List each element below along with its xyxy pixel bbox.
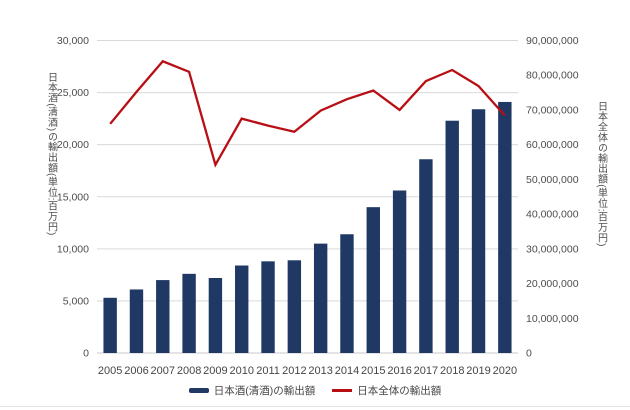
right-axis-tick-label: 70,000,000 <box>526 104 579 116</box>
right-axis-tick-label: 0 <box>526 348 532 360</box>
bar-2017 <box>419 159 433 353</box>
bar-2016 <box>392 190 407 353</box>
legend: 日本酒(清酒)の輸出額 日本全体の輸出額 <box>0 383 630 398</box>
x-axis-label-2013: 2013 <box>308 365 332 377</box>
bar-2010 <box>235 265 249 353</box>
bar-2015 <box>366 207 380 353</box>
bar-2009 <box>208 278 223 353</box>
x-axis-label-2012: 2012 <box>282 365 306 377</box>
left-axis-tick-label: 15,000 <box>57 191 89 203</box>
left-axis-tick-label: 20,000 <box>57 139 89 151</box>
x-axis-label-2006: 2006 <box>124 365 148 377</box>
legend-item-sake: 日本酒(清酒)の輸出額 <box>188 383 316 398</box>
bar-2020 <box>498 101 512 353</box>
bar-2012 <box>287 260 302 353</box>
x-axis-label-2009: 2009 <box>203 365 227 377</box>
bar-2007 <box>156 280 170 353</box>
x-axis-label-2005: 2005 <box>98 365 122 377</box>
x-axis-label-2011: 2011 <box>256 365 280 377</box>
bar-series-swatch-icon <box>188 388 209 393</box>
x-axis-label-2019: 2019 <box>466 365 490 377</box>
x-axis-label-2007: 2007 <box>151 365 175 377</box>
right-axis-tick-label: 80,000,000 <box>526 70 579 82</box>
total-exports-line <box>109 59 506 168</box>
bar-2018 <box>445 120 459 353</box>
right-axis-tick-label: 90,000,000 <box>526 35 579 47</box>
x-axis-label-2008: 2008 <box>177 365 201 377</box>
left-axis-tick-label: 5,000 <box>63 295 89 307</box>
bar-2008 <box>182 273 196 353</box>
line-series-swatch-icon <box>332 389 353 392</box>
bar-2014 <box>340 234 354 353</box>
bar-2019 <box>471 109 486 353</box>
legend-item-total: 日本全体の輸出額 <box>332 383 441 398</box>
right-axis-tick-label: 10,000,000 <box>526 313 579 325</box>
right-axis-tick-label: 20,000,000 <box>526 278 579 290</box>
bar-2011 <box>261 261 275 353</box>
x-axis-label-2020: 2020 <box>493 365 517 377</box>
x-axis-label-2010: 2010 <box>229 365 253 377</box>
legend-label-sake: 日本酒(清酒)の輸出額 <box>213 385 316 397</box>
right-axis-tick-label: 40,000,000 <box>526 209 579 221</box>
right-axis-title: 日本全体の輸出額(単位:百万円) <box>595 101 607 247</box>
bar-2013 <box>313 243 328 353</box>
bottom-separator <box>0 406 630 407</box>
left-axis-tick-label: 10,000 <box>57 243 89 255</box>
left-axis-title: 日本酒(清酒)の輸出額(単位:百万円) <box>45 72 57 236</box>
right-axis-tick-label: 60,000,000 <box>526 139 579 151</box>
legend-label-total: 日本全体の輸出額 <box>357 385 442 397</box>
right-axis-tick-label: 50,000,000 <box>526 174 579 186</box>
bar-2005 <box>103 297 117 353</box>
right-axis-tick-label: 30,000,000 <box>526 243 579 255</box>
x-axis-label-2015: 2015 <box>361 365 385 377</box>
left-axis-tick-label: 30,000 <box>57 35 89 47</box>
bar-2006 <box>129 289 144 353</box>
x-axis-label-2016: 2016 <box>387 365 411 377</box>
left-axis-tick-label: 0 <box>83 348 89 360</box>
x-axis-label-2014: 2014 <box>335 365 359 377</box>
x-axis-label-2017: 2017 <box>414 365 438 377</box>
x-axis-label-2018: 2018 <box>440 365 464 377</box>
left-axis-tick-label: 25,000 <box>57 87 89 99</box>
